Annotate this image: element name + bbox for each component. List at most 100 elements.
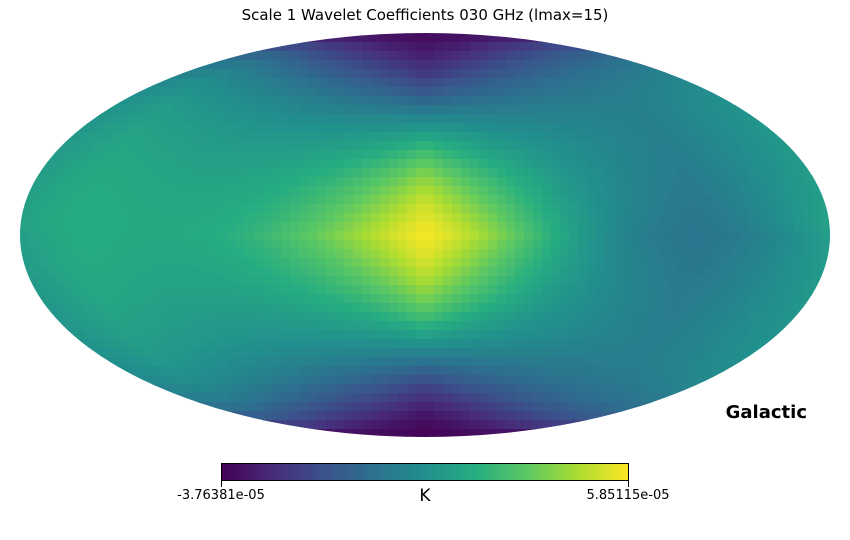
map-pixel bbox=[83, 249, 93, 259]
map-pixel bbox=[695, 357, 705, 367]
map-pixel bbox=[650, 114, 660, 124]
map-pixel bbox=[794, 258, 804, 268]
map-pixel bbox=[479, 411, 489, 421]
map-pixel bbox=[308, 258, 318, 268]
map-pixel bbox=[209, 411, 219, 421]
map-pixel bbox=[101, 339, 111, 349]
map-pixel bbox=[704, 195, 714, 205]
map-pixel bbox=[578, 51, 588, 61]
map-pixel bbox=[371, 294, 381, 304]
map-pixel bbox=[659, 366, 669, 376]
map-pixel bbox=[713, 105, 723, 115]
map-pixel bbox=[470, 87, 480, 97]
map-pixel bbox=[200, 312, 210, 322]
map-pixel bbox=[470, 384, 480, 394]
map-pixel bbox=[722, 114, 732, 124]
map-pixel bbox=[578, 303, 588, 313]
map-pixel bbox=[389, 267, 399, 277]
map-pixel bbox=[461, 33, 471, 43]
map-pixel bbox=[371, 357, 381, 367]
map-pixel bbox=[650, 87, 660, 97]
map-pixel bbox=[236, 303, 246, 313]
map-pixel bbox=[452, 330, 462, 340]
map-pixel bbox=[434, 285, 444, 295]
map-pixel bbox=[380, 366, 390, 376]
map-pixel bbox=[281, 312, 291, 322]
map-pixel bbox=[308, 222, 318, 232]
map-pixel bbox=[254, 150, 264, 160]
map-pixel bbox=[695, 348, 705, 358]
map-pixel bbox=[299, 213, 309, 223]
map-pixel bbox=[218, 141, 228, 151]
map-pixel bbox=[686, 177, 696, 187]
map-pixel bbox=[479, 429, 489, 437]
map-pixel bbox=[533, 195, 543, 205]
map-pixel bbox=[695, 366, 705, 376]
map-pixel bbox=[137, 366, 147, 376]
map-pixel bbox=[110, 222, 120, 232]
map-pixel bbox=[650, 330, 660, 340]
map-pixel bbox=[236, 384, 246, 394]
map-pixel bbox=[92, 177, 102, 187]
map-pixel bbox=[533, 96, 543, 106]
map-pixel bbox=[587, 249, 597, 259]
map-pixel bbox=[371, 168, 381, 178]
map-pixel bbox=[542, 150, 552, 160]
map-pixel bbox=[515, 321, 525, 331]
map-pixel bbox=[227, 96, 237, 106]
map-pixel bbox=[200, 78, 210, 88]
map-pixel bbox=[767, 114, 777, 124]
map-pixel bbox=[713, 258, 723, 268]
map-pixel bbox=[326, 276, 336, 286]
map-pixel bbox=[470, 249, 480, 259]
map-pixel bbox=[29, 276, 39, 286]
map-pixel bbox=[146, 249, 156, 259]
map-pixel bbox=[227, 51, 237, 61]
map-pixel bbox=[758, 339, 768, 349]
map-pixel bbox=[632, 294, 642, 304]
map-pixel bbox=[272, 78, 282, 88]
map-pixel bbox=[353, 276, 363, 286]
map-pixel bbox=[488, 366, 498, 376]
map-pixel bbox=[605, 96, 615, 106]
map-pixel bbox=[569, 357, 579, 367]
map-pixel bbox=[668, 330, 678, 340]
map-pixel bbox=[236, 294, 246, 304]
map-pixel bbox=[641, 294, 651, 304]
map-pixel bbox=[164, 204, 174, 214]
map-pixel bbox=[65, 159, 75, 169]
map-pixel bbox=[371, 60, 381, 70]
map-pixel bbox=[596, 339, 606, 349]
map-pixel bbox=[569, 420, 579, 430]
map-pixel bbox=[335, 132, 345, 142]
map-pixel bbox=[236, 393, 246, 403]
map-pixel bbox=[272, 312, 282, 322]
map-pixel bbox=[515, 420, 525, 430]
map-pixel bbox=[596, 366, 606, 376]
map-pixel bbox=[596, 51, 606, 61]
map-pixel bbox=[632, 168, 642, 178]
map-pixel bbox=[200, 249, 210, 259]
map-pixel bbox=[227, 357, 237, 367]
map-pixel bbox=[632, 393, 642, 403]
map-pixel bbox=[47, 195, 57, 205]
map-pixel bbox=[713, 177, 723, 187]
map-pixel bbox=[119, 258, 129, 268]
map-pixel bbox=[488, 312, 498, 322]
map-pixel bbox=[578, 384, 588, 394]
map-pixel bbox=[29, 258, 39, 268]
map-pixel bbox=[20, 267, 30, 277]
map-pixel bbox=[443, 60, 453, 70]
map-pixel bbox=[659, 195, 669, 205]
map-pixel bbox=[470, 366, 480, 376]
map-pixel bbox=[56, 276, 66, 286]
map-pixel bbox=[191, 195, 201, 205]
map-pixel bbox=[164, 132, 174, 142]
map-pixel bbox=[83, 195, 93, 205]
map-pixel bbox=[812, 240, 822, 250]
map-pixel bbox=[407, 96, 417, 106]
map-pixel bbox=[65, 312, 75, 322]
map-pixel bbox=[398, 429, 408, 437]
map-pixel bbox=[470, 375, 480, 385]
